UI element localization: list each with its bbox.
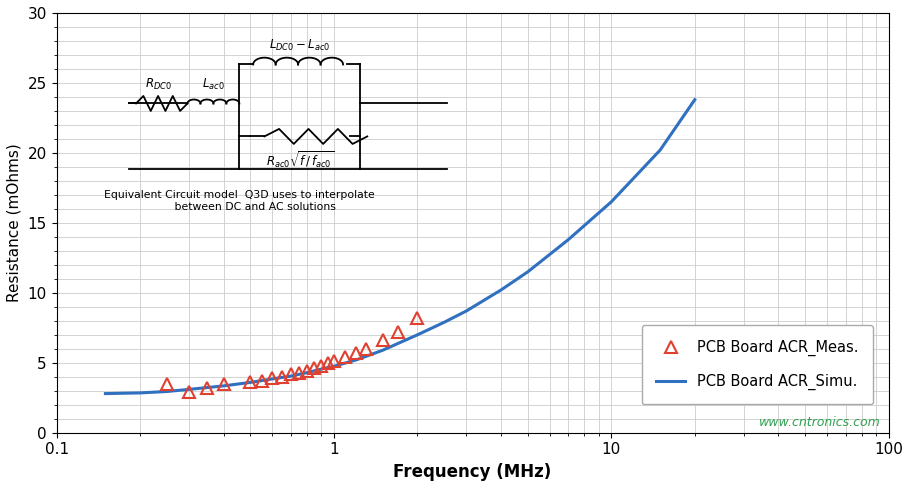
Text: $L_{ac0}$: $L_{ac0}$: [202, 77, 225, 92]
X-axis label: Frequency (MHz): Frequency (MHz): [393, 463, 551, 481]
Text: $R_{DC0}$: $R_{DC0}$: [145, 77, 171, 92]
Text: $L_{DC0}-L_{ac0}$: $L_{DC0}-L_{ac0}$: [269, 38, 330, 53]
Legend: PCB Board ACR_Meas., PCB Board ACR_Simu.: PCB Board ACR_Meas., PCB Board ACR_Simu.: [642, 325, 873, 405]
Y-axis label: Resistance (mOhms): Resistance (mOhms): [7, 143, 22, 302]
Text: $R_{ac0}\sqrt{f\,/\,f_{ac0}}$: $R_{ac0}\sqrt{f\,/\,f_{ac0}}$: [266, 149, 334, 170]
Text: Equivalent Circuit model  Q3D uses to interpolate
         between DC and AC sol: Equivalent Circuit model Q3D uses to int…: [104, 190, 375, 212]
Text: www.cntronics.com: www.cntronics.com: [759, 416, 880, 428]
